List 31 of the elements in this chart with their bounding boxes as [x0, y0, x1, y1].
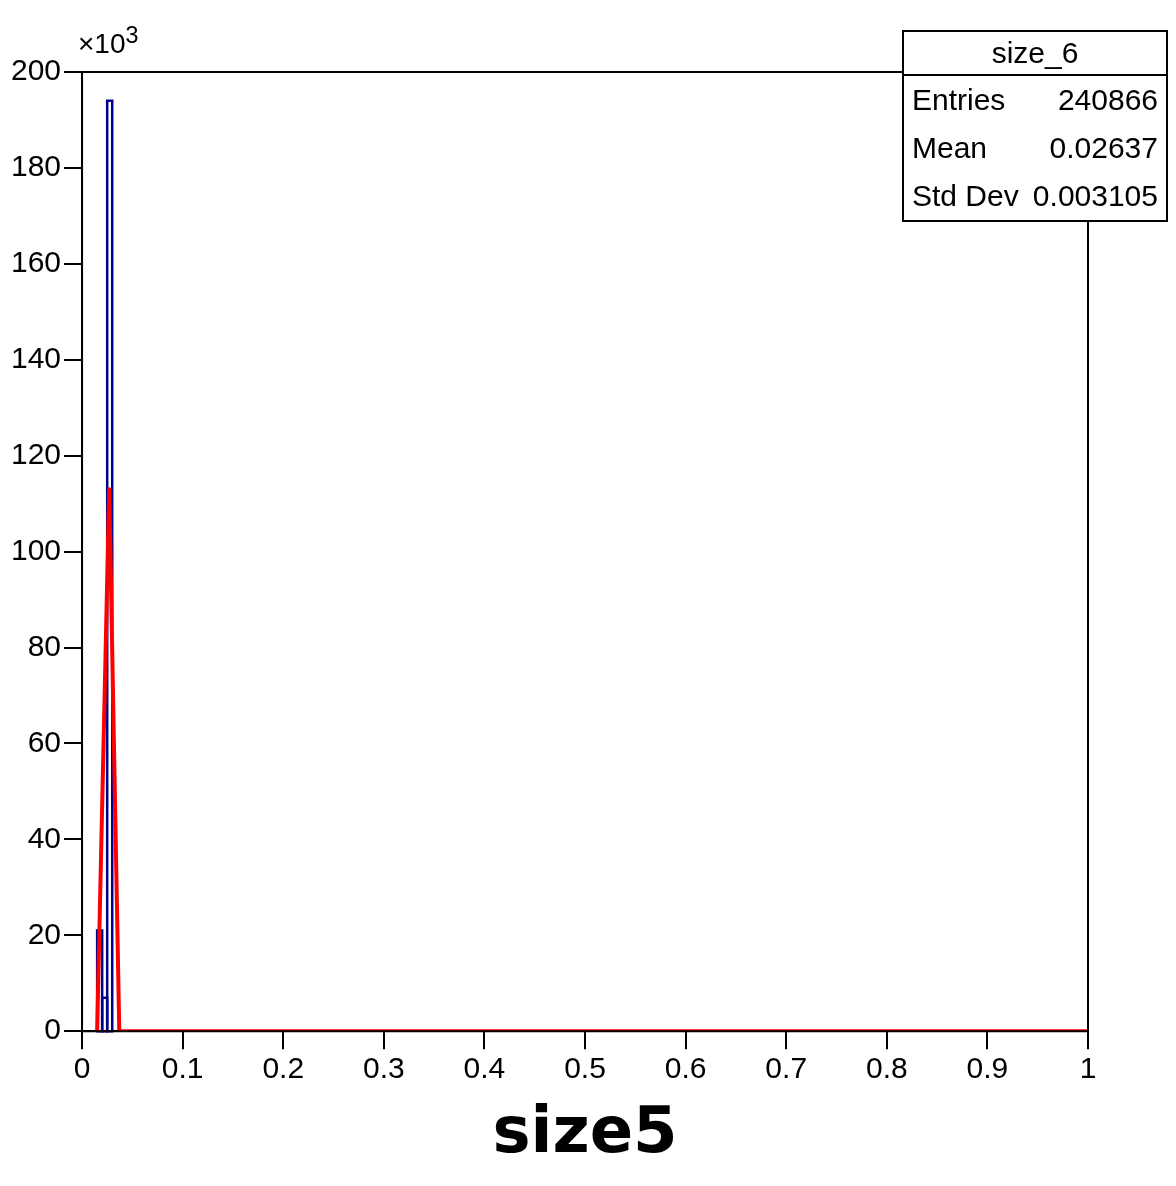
y-tick-label: 160: [10, 245, 62, 279]
x-tick-label: 0.8: [865, 1051, 908, 1085]
x-tick-label: 0.4: [463, 1051, 506, 1085]
x-tick-label: 0.2: [262, 1051, 305, 1085]
annotation: Entries: [912, 82, 1006, 118]
y-tick-label: 20: [27, 916, 62, 950]
y-tick-label: 180: [10, 149, 62, 183]
annotation: 240866: [1057, 82, 1158, 118]
y-tick-label: 0: [44, 1012, 62, 1046]
annotation: Mean: [912, 130, 988, 166]
y-tick-label: 140: [10, 341, 62, 375]
x-tick-label: 0.7: [765, 1051, 808, 1085]
x-tick-label: 0.3: [362, 1051, 405, 1085]
text: ×10$^{3}$: [78, 22, 139, 61]
y-tick-label: 80: [27, 628, 62, 662]
annotation: 0.02637: [1049, 130, 1158, 166]
y-tick-label: 100: [10, 532, 62, 566]
y-tick-label: 60: [27, 724, 62, 758]
chart-title: size_6: [904, 32, 1166, 76]
x-tick-label: 0.9: [966, 1051, 1009, 1085]
annotation: Std Dev: [912, 178, 1019, 214]
x-axis-title: size5: [492, 1093, 678, 1168]
x-tick-label: 0.1: [161, 1051, 204, 1085]
y-tick-label: 200: [10, 53, 62, 87]
annotation: 0.003105: [1032, 178, 1158, 214]
x-tick-label: 0: [73, 1051, 91, 1085]
x-tick-label: 0.5: [564, 1051, 606, 1085]
x-tick-label: 1: [1079, 1051, 1097, 1085]
y-tick-label: 120: [10, 436, 62, 470]
x-tick-label: 0.6: [664, 1051, 707, 1085]
y-tick-label: 40: [27, 820, 62, 854]
